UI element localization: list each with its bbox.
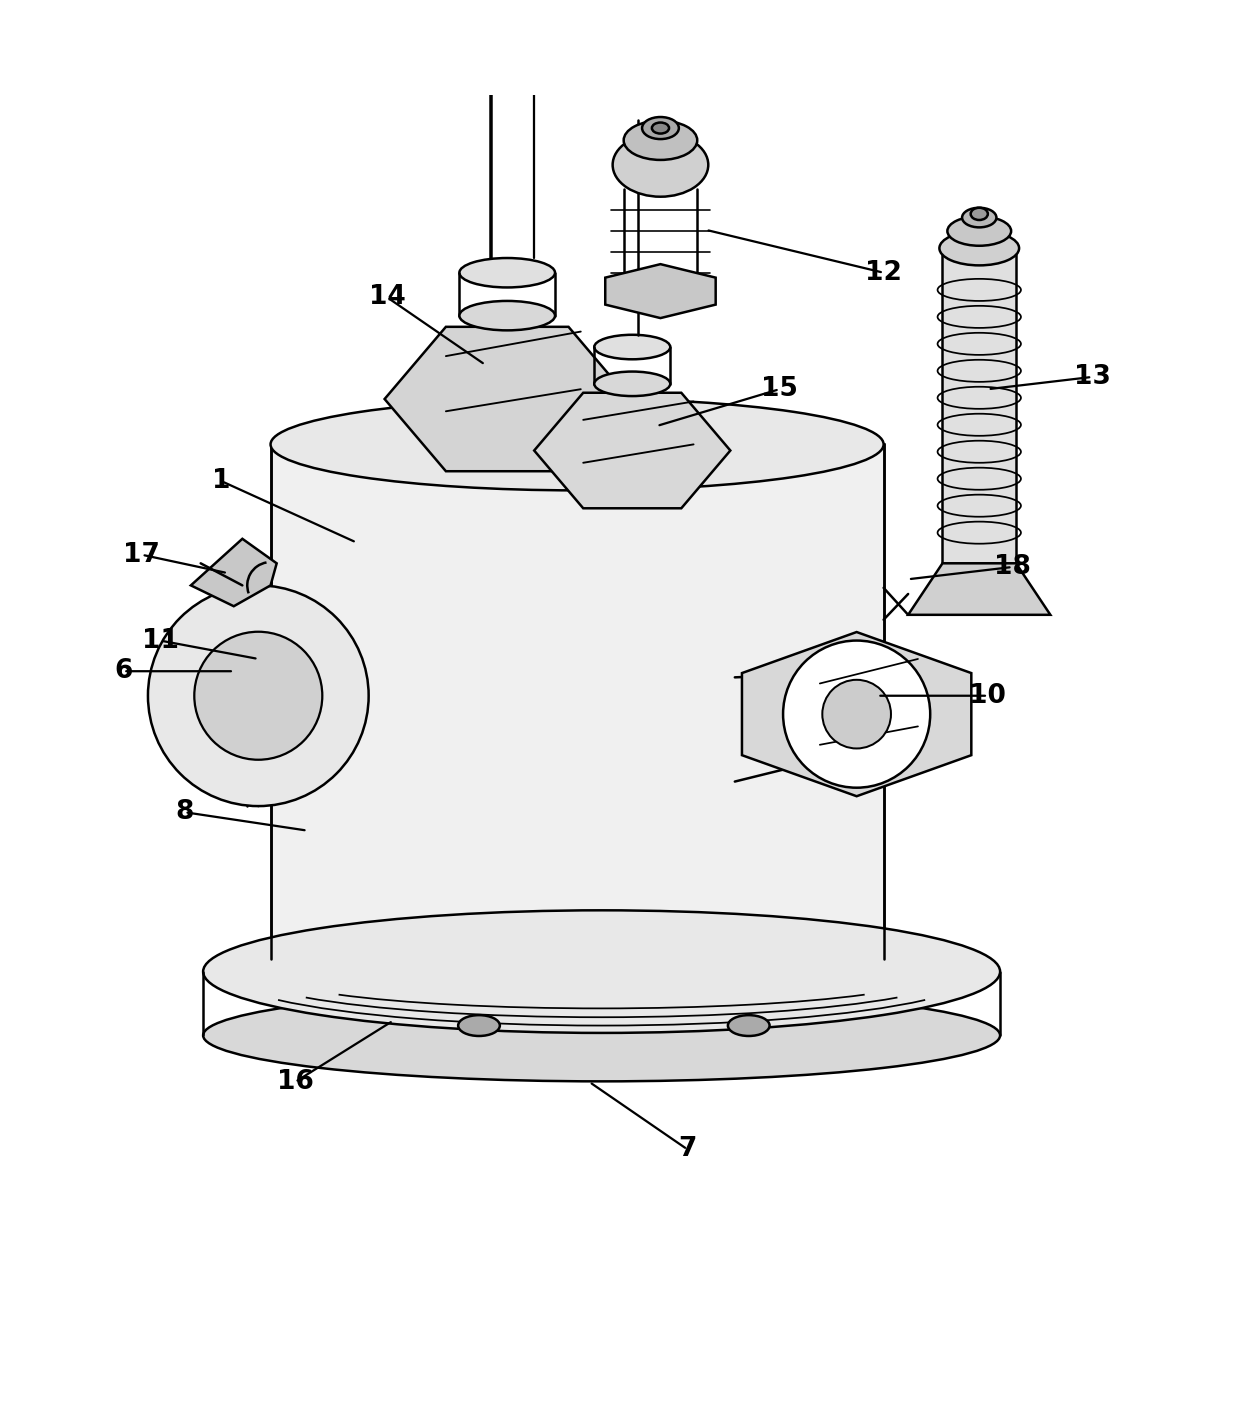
Text: 18: 18 <box>994 554 1030 581</box>
Text: 8: 8 <box>176 799 193 826</box>
Ellipse shape <box>459 258 556 287</box>
Ellipse shape <box>947 217 1011 246</box>
Polygon shape <box>742 632 971 796</box>
Ellipse shape <box>728 1015 770 1037</box>
Ellipse shape <box>971 208 988 219</box>
Polygon shape <box>270 445 884 960</box>
Text: 16: 16 <box>277 1069 314 1095</box>
Polygon shape <box>534 392 730 508</box>
Text: 1: 1 <box>212 469 231 494</box>
Ellipse shape <box>624 120 697 160</box>
Text: 17: 17 <box>123 542 160 568</box>
Text: 15: 15 <box>761 377 797 402</box>
Circle shape <box>784 640 930 787</box>
Ellipse shape <box>203 990 1001 1082</box>
Ellipse shape <box>459 302 556 330</box>
Polygon shape <box>605 265 715 319</box>
Text: 10: 10 <box>970 683 1007 709</box>
Ellipse shape <box>962 208 997 228</box>
Ellipse shape <box>642 118 678 139</box>
Text: 6: 6 <box>114 658 133 684</box>
Text: 13: 13 <box>1074 364 1111 389</box>
Ellipse shape <box>940 231 1019 265</box>
Ellipse shape <box>594 371 671 396</box>
Text: 14: 14 <box>368 285 405 310</box>
Ellipse shape <box>613 133 708 197</box>
Ellipse shape <box>594 334 671 360</box>
Text: 12: 12 <box>866 259 901 286</box>
Polygon shape <box>191 539 277 606</box>
Polygon shape <box>384 327 630 472</box>
Circle shape <box>195 632 322 760</box>
Text: 11: 11 <box>141 627 179 654</box>
Circle shape <box>822 680 892 749</box>
Ellipse shape <box>270 398 884 490</box>
Ellipse shape <box>458 1015 500 1037</box>
Text: 7: 7 <box>678 1137 697 1163</box>
Circle shape <box>148 585 368 806</box>
Polygon shape <box>942 248 1016 564</box>
Ellipse shape <box>203 910 1001 1032</box>
Ellipse shape <box>652 123 670 133</box>
Polygon shape <box>908 564 1050 615</box>
